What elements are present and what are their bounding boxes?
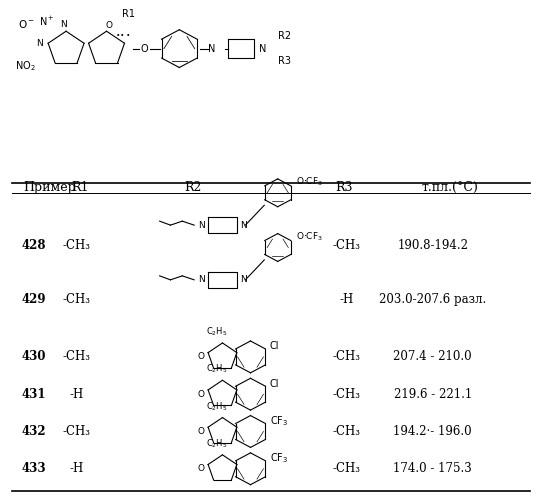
Text: 433: 433 <box>22 462 46 475</box>
Text: 194.2·- 196.0: 194.2·- 196.0 <box>393 425 472 438</box>
Text: -CH₃: -CH₃ <box>63 350 91 364</box>
Text: 429: 429 <box>22 293 46 306</box>
Text: 207.4 - 210.0: 207.4 - 210.0 <box>393 350 472 364</box>
Text: N: N <box>198 276 204 284</box>
Text: 190.8-194.2: 190.8-194.2 <box>397 238 468 252</box>
Text: O: O <box>198 390 205 398</box>
Text: N: N <box>259 44 267 54</box>
Text: т.пл.(°C): т.пл.(°C) <box>422 182 479 194</box>
Text: R3: R3 <box>335 182 353 194</box>
Text: N: N <box>241 220 247 230</box>
Text: R2: R2 <box>278 31 291 41</box>
Text: R3: R3 <box>278 56 291 66</box>
Text: -CH₃: -CH₃ <box>332 462 360 475</box>
Text: -CH₃: -CH₃ <box>63 425 91 438</box>
Text: R1: R1 <box>72 182 89 194</box>
Text: O: O <box>198 464 205 473</box>
Text: 219.6 - 221.1: 219.6 - 221.1 <box>393 388 472 400</box>
Text: $\mathregular{\bullet\!\bullet\!\bullet}$: $\mathregular{\bullet\!\bullet\!\bullet}… <box>115 30 131 36</box>
Text: -CH₃: -CH₃ <box>332 388 360 400</box>
Text: -CH₃: -CH₃ <box>332 425 360 438</box>
Text: 174.0 - 175.3: 174.0 - 175.3 <box>393 462 472 475</box>
Text: 432: 432 <box>22 425 46 438</box>
Text: O: O <box>198 352 205 362</box>
Text: $\mathregular{C_2H_5}$: $\mathregular{C_2H_5}$ <box>207 326 228 338</box>
Text: O: O <box>198 427 205 436</box>
Text: N: N <box>208 44 215 54</box>
Text: $\mathregular{O{\cdot}CF_3}$: $\mathregular{O{\cdot}CF_3}$ <box>295 176 322 188</box>
Text: -CH₃: -CH₃ <box>63 238 91 252</box>
Text: R1: R1 <box>121 9 134 19</box>
Text: -H: -H <box>70 462 84 475</box>
Text: N: N <box>60 20 67 28</box>
Text: $\mathregular{C_2H_5}$: $\mathregular{C_2H_5}$ <box>207 363 228 376</box>
Text: Cl: Cl <box>270 342 279 351</box>
Text: $\mathregular{N^+}$: $\mathregular{N^+}$ <box>39 14 55 28</box>
Text: 431: 431 <box>22 388 46 400</box>
Text: $\mathregular{CF_3}$: $\mathregular{CF_3}$ <box>270 452 288 465</box>
Text: R2: R2 <box>185 182 202 194</box>
Text: $\mathregular{O{\cdot}CF_3}$: $\mathregular{O{\cdot}CF_3}$ <box>295 230 322 243</box>
Text: $\mathregular{C_2H_5}$: $\mathregular{C_2H_5}$ <box>207 438 228 450</box>
Text: O: O <box>140 44 148 54</box>
Text: O: O <box>106 20 113 30</box>
Text: Cl: Cl <box>270 379 279 389</box>
Text: -CH₃: -CH₃ <box>332 238 360 252</box>
Text: $\mathregular{C_2H_5}$: $\mathregular{C_2H_5}$ <box>207 400 228 412</box>
Text: $\mathregular{O^-}$: $\mathregular{O^-}$ <box>17 18 35 30</box>
Text: N: N <box>36 38 43 48</box>
Text: -H: -H <box>339 293 353 306</box>
Text: Пример: Пример <box>23 182 76 194</box>
Text: -CH₃: -CH₃ <box>332 350 360 364</box>
Text: 430: 430 <box>22 350 46 364</box>
Text: 428: 428 <box>22 238 46 252</box>
Text: -H: -H <box>70 388 84 400</box>
Text: $\mathregular{NO_2}$: $\mathregular{NO_2}$ <box>15 59 35 73</box>
Text: N: N <box>198 220 204 230</box>
Text: -CH₃: -CH₃ <box>63 293 91 306</box>
Text: $\mathregular{CF_3}$: $\mathregular{CF_3}$ <box>270 414 288 428</box>
Text: 203.0-207.6 разл.: 203.0-207.6 разл. <box>379 293 486 306</box>
Text: N: N <box>241 276 247 284</box>
